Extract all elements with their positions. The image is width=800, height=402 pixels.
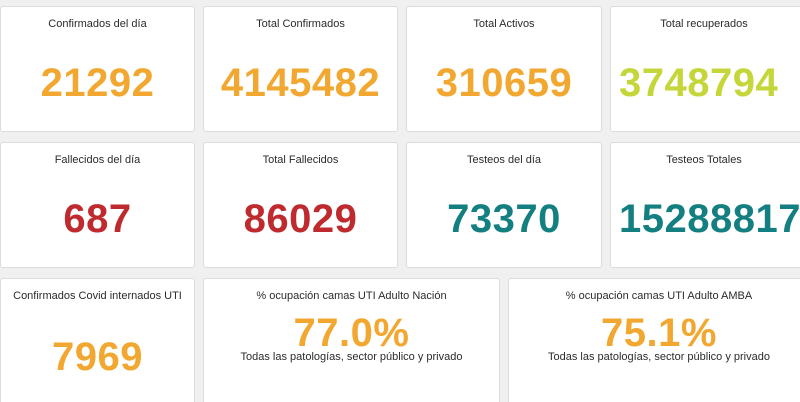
card-title: Testeos Totales xyxy=(666,154,742,166)
card-title: Confirmados Covid internados UTI xyxy=(13,290,182,302)
card-fallecidos-del-dia[interactable]: Fallecidos del día 687 xyxy=(0,142,195,268)
card-total-recuperados[interactable]: Total recuperados 3748794 xyxy=(610,6,800,132)
card-testeos-totales[interactable]: Testeos Totales 15288817 xyxy=(610,142,800,268)
card-value: 7969 xyxy=(52,335,143,379)
card-ocupacion-uti-nacion[interactable]: % ocupación camas UTI Adulto Nación 77.0… xyxy=(203,278,500,402)
card-value: 21292 xyxy=(40,61,155,105)
card-value: 73370 xyxy=(447,197,561,241)
card-title: Total Activos xyxy=(473,18,535,30)
card-value: 75.1% xyxy=(601,311,717,355)
card-title: % ocupación camas UTI Adulto AMBA xyxy=(565,290,753,302)
card-total-confirmados[interactable]: Total Confirmados 4145482 xyxy=(203,6,398,132)
card-title: Testeos del día xyxy=(467,154,541,166)
card-title: Total Fallecidos xyxy=(262,154,339,166)
card-testeos-del-dia[interactable]: Testeos del día 73370 xyxy=(406,142,602,268)
card-value: 3748794 xyxy=(619,61,779,105)
card-total-activos[interactable]: Total Activos 310659 xyxy=(406,6,602,132)
card-total-fallecidos[interactable]: Total Fallecidos 86029 xyxy=(203,142,398,268)
card-value: 687 xyxy=(63,197,132,241)
card-value: 77.0% xyxy=(293,311,410,355)
card-title: Confirmados del día xyxy=(48,18,147,30)
card-title: Total Confirmados xyxy=(256,18,345,30)
card-value: 86029 xyxy=(243,197,358,241)
card-value: 310659 xyxy=(435,61,573,105)
card-ocupacion-uti-amba[interactable]: % ocupación camas UTI Adulto AMBA 75.1% … xyxy=(508,278,800,402)
card-title: Total recuperados xyxy=(660,18,748,30)
card-value: 4145482 xyxy=(220,61,381,105)
card-subtitle: Todas las patologías, sector público y p… xyxy=(548,351,770,363)
card-title: % ocupación camas UTI Adulto Nación xyxy=(256,290,447,302)
card-confirmados-del-dia[interactable]: Confirmados del día 21292 xyxy=(0,6,195,132)
card-subtitle: Todas las patologías, sector público y p… xyxy=(240,351,463,363)
card-value: 15288817 xyxy=(619,197,800,241)
card-confirmados-internados-uti[interactable]: Confirmados Covid internados UTI 7969 xyxy=(0,278,195,402)
card-title: Fallecidos del día xyxy=(54,154,141,166)
